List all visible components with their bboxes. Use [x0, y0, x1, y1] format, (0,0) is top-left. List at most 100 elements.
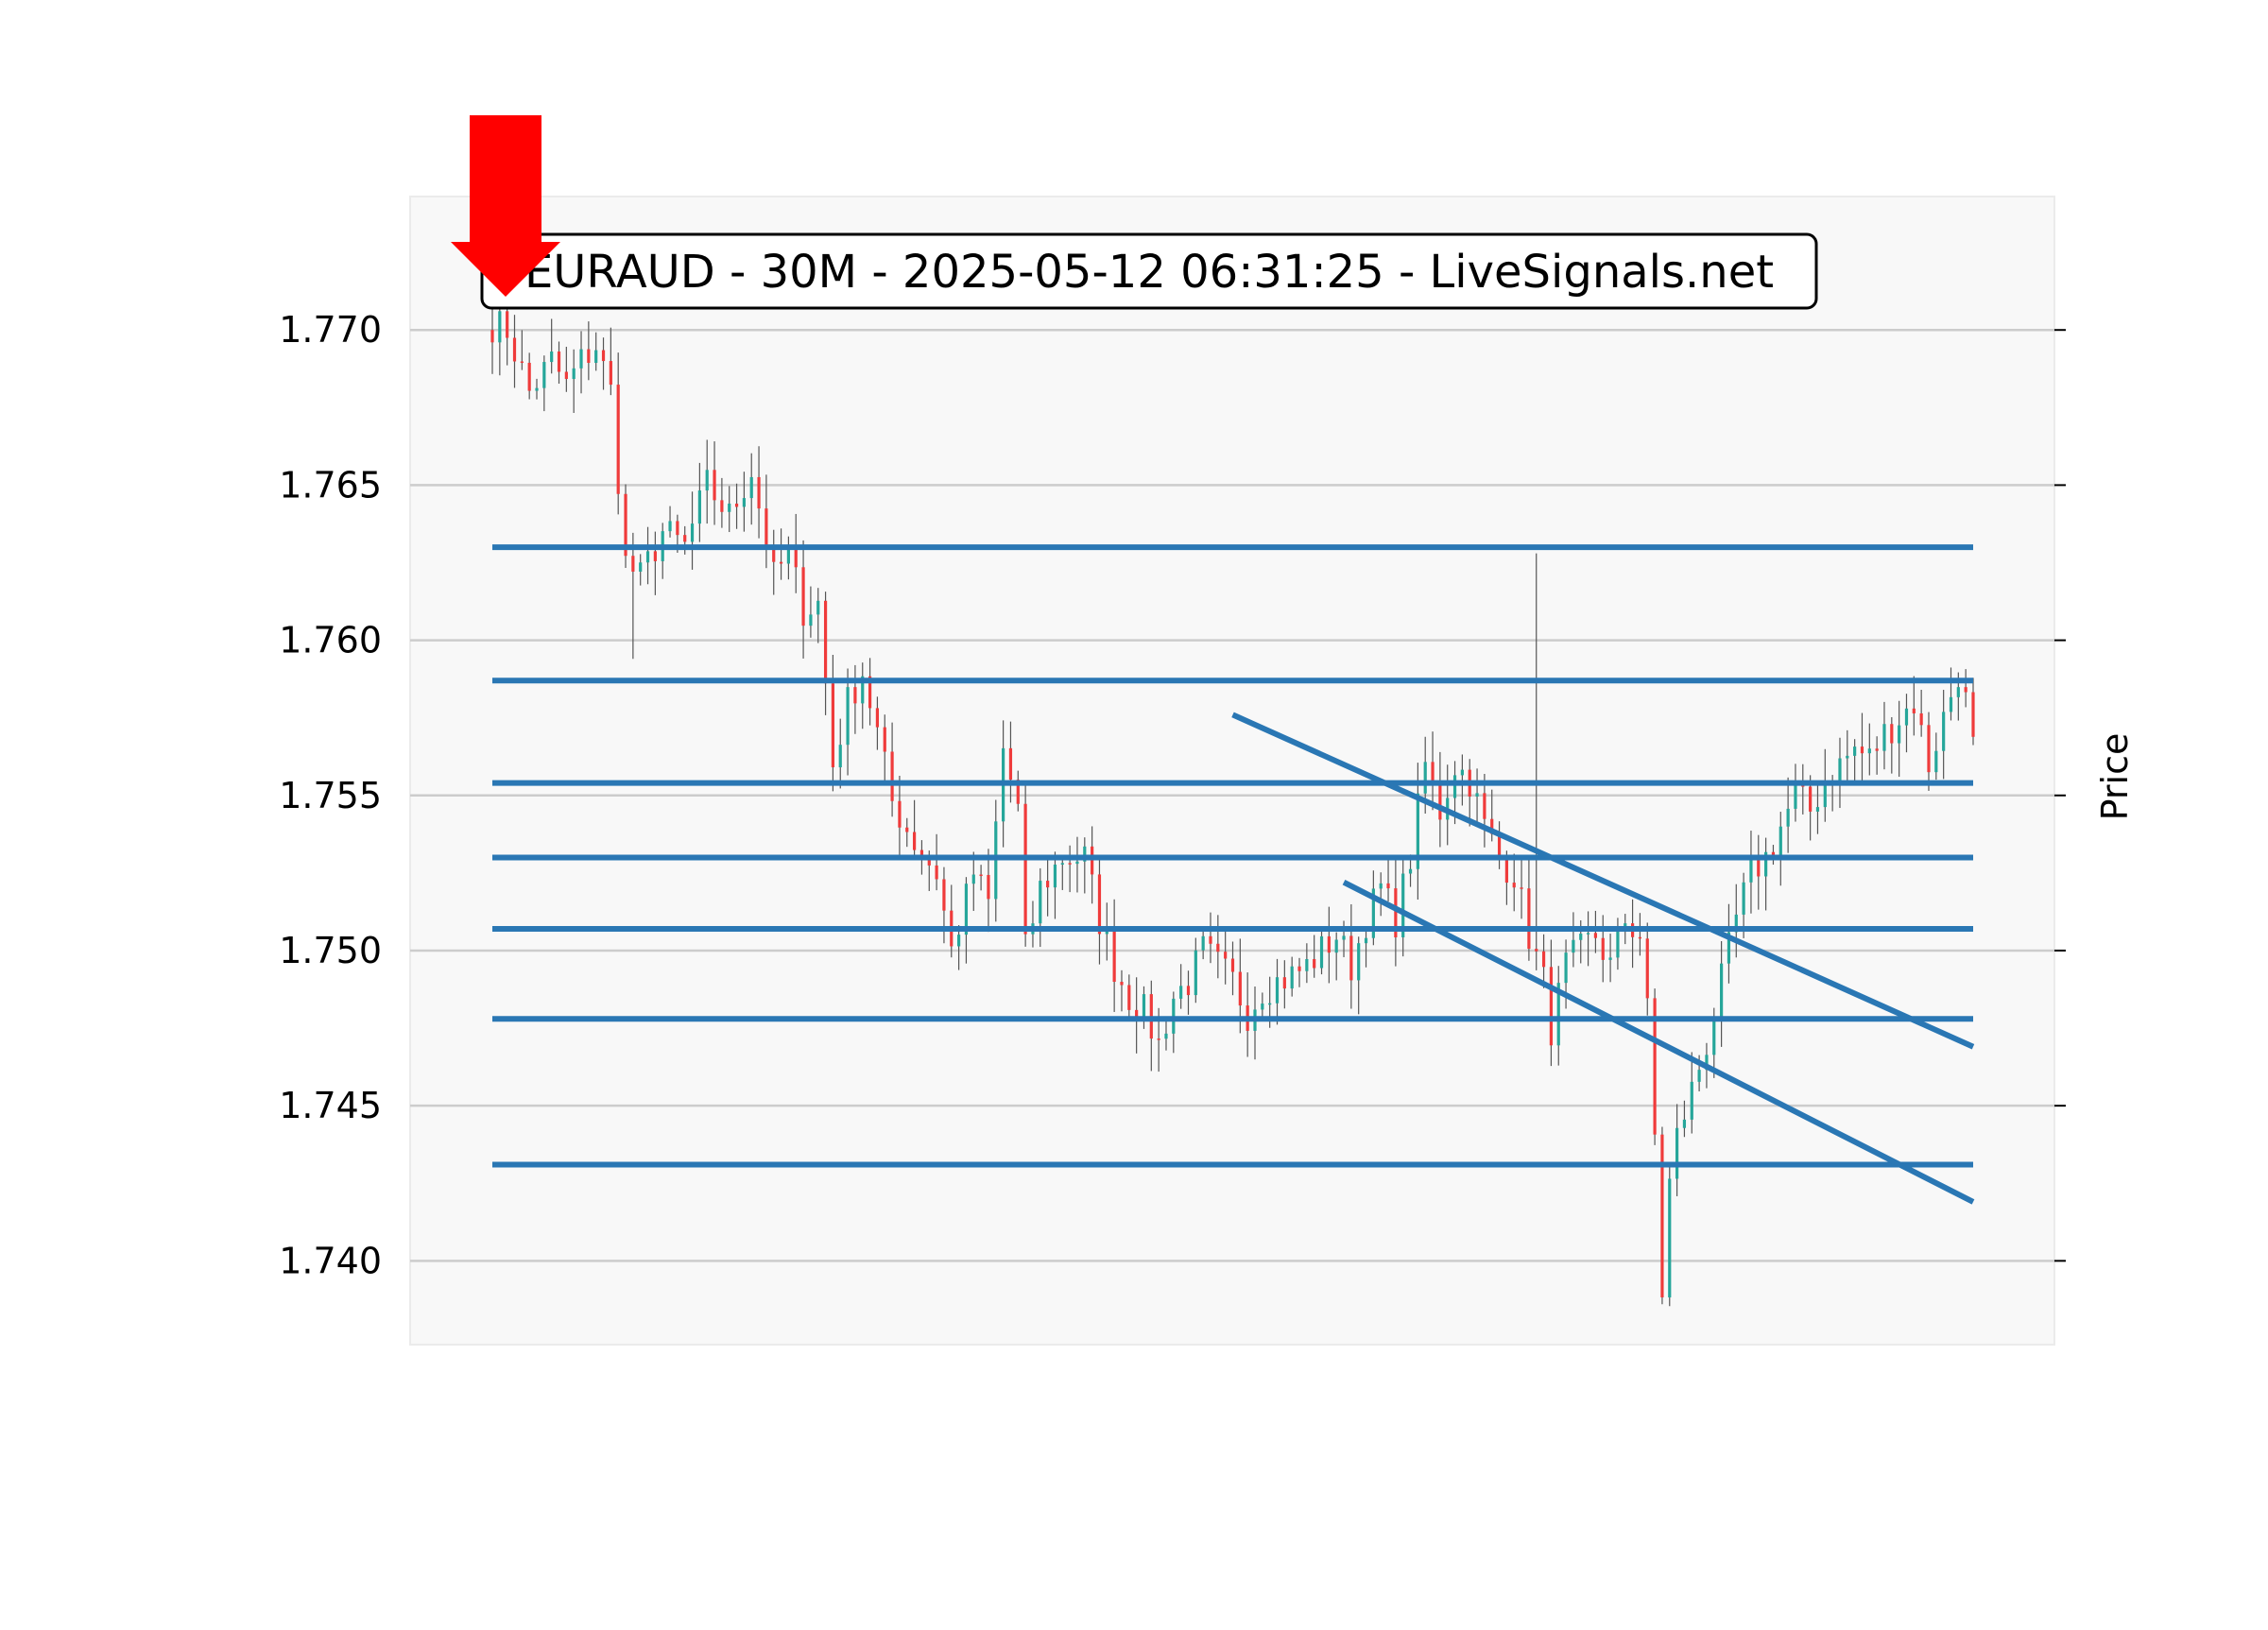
candle-down [1386, 883, 1390, 889]
candle-up [1364, 937, 1368, 944]
candle-up [1882, 724, 1886, 751]
candle-down [794, 544, 798, 568]
candle-up [697, 490, 701, 524]
candle-down [1890, 724, 1894, 744]
candle-down [1490, 818, 1494, 834]
candle-down [1112, 931, 1116, 983]
candle-up [1423, 762, 1427, 794]
candle-up [816, 600, 820, 615]
candle-down [1645, 938, 1649, 999]
candle-down [1520, 887, 1523, 889]
candle-down [527, 362, 531, 391]
candle-up [1475, 793, 1479, 797]
candle-up [742, 498, 746, 507]
candle-up [1934, 750, 1938, 773]
down-arrow-icon [451, 115, 560, 297]
candle-down [1927, 725, 1931, 773]
candle-down [616, 385, 620, 494]
candle-up [749, 476, 753, 499]
candle-down [898, 800, 902, 828]
candle-up [1838, 758, 1842, 785]
candle-down [1157, 1038, 1160, 1040]
candle-down [520, 361, 524, 364]
candle-down [935, 865, 938, 880]
candle-down [624, 493, 627, 557]
candle-up [1060, 863, 1064, 865]
candle-down [1431, 762, 1435, 781]
candle-up [535, 387, 539, 391]
candle-up [1275, 977, 1280, 1004]
candle-down [512, 337, 517, 362]
candlestick-series [490, 285, 1975, 1307]
candle-down [653, 551, 657, 561]
candle-down [1186, 986, 1191, 996]
candle-up [1749, 857, 1753, 883]
candle-up [579, 349, 583, 369]
candle-up [1675, 1127, 1679, 1179]
candle-up [1194, 950, 1197, 996]
candle-down [1438, 781, 1442, 820]
candle-down [757, 476, 761, 509]
candle-up [690, 523, 695, 542]
candle-down [979, 874, 983, 877]
candle-down [1809, 786, 1813, 812]
candle-down [1046, 881, 1050, 888]
candle-up [1778, 826, 1782, 856]
candle-up [550, 351, 554, 363]
candle-up [838, 745, 842, 768]
candle-down [1860, 746, 1864, 754]
candle-down [890, 751, 894, 801]
candle-up [1319, 935, 1324, 969]
candle-down [1653, 998, 1657, 1135]
candle-down [883, 727, 886, 752]
candle-down [564, 371, 568, 380]
candle-up [1690, 1081, 1693, 1120]
candle-up [645, 551, 650, 563]
candle-down [631, 556, 635, 572]
candle-up [1039, 881, 1042, 924]
candle-up [971, 874, 975, 884]
candle-down [1135, 1009, 1139, 1021]
candle-up [809, 614, 813, 626]
candle-up [1105, 931, 1108, 935]
candle-down [1504, 857, 1508, 884]
candle-down [557, 351, 561, 372]
candle-up [1201, 935, 1205, 951]
candle-up [1742, 882, 1745, 915]
candle-down [905, 827, 909, 832]
candle-down [1497, 833, 1502, 858]
candle-down [1209, 935, 1212, 944]
candle-down [1535, 949, 1538, 952]
candle-down [1394, 888, 1398, 937]
candle-up [1712, 1020, 1716, 1055]
candle-up [1867, 748, 1871, 754]
candle-up [1564, 952, 1568, 984]
candle-up [728, 503, 731, 512]
candle-up [1846, 755, 1849, 759]
candle-down [1091, 846, 1094, 875]
candle-down [765, 508, 768, 550]
candle-up [1083, 846, 1087, 862]
candle-down [875, 708, 880, 728]
plot-area [409, 196, 2055, 1346]
candle-down [1008, 747, 1013, 781]
trend-lines [1231, 712, 1975, 1205]
y-tick-label: 1.760 [279, 620, 382, 661]
candle-down [683, 535, 687, 542]
candle-down [587, 349, 591, 363]
candle-down [987, 874, 990, 900]
candle-up [861, 676, 865, 704]
candle-up [668, 521, 672, 532]
candle-up [1357, 943, 1361, 981]
candle-up [1949, 696, 1953, 712]
candle-down [601, 350, 606, 362]
candle-up [1956, 687, 1960, 697]
candle-up [1942, 712, 1946, 751]
candle-up [572, 368, 576, 380]
candle-down [1801, 785, 1805, 787]
candle-down [1016, 780, 1020, 804]
trend-line [1231, 712, 1975, 1050]
candle-down [720, 500, 724, 512]
candle-down [1919, 712, 1923, 726]
candle-down [1297, 966, 1301, 971]
